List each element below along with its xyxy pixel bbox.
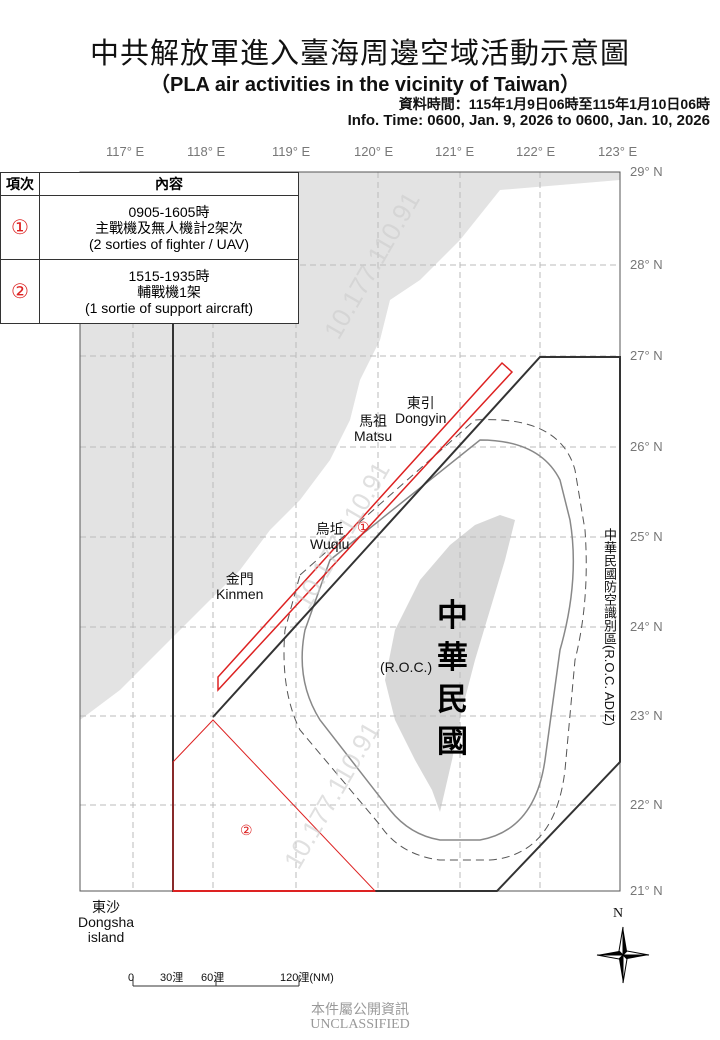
lat-label: 29° N	[630, 164, 663, 179]
lon-label: 122° E	[516, 144, 556, 159]
place-dongsha: 東沙 Dongsha island	[78, 899, 135, 945]
place-kinmen: 金門 Kinmen	[216, 571, 264, 602]
lon-label: 120° E	[354, 144, 394, 159]
lon-label: 117° E	[106, 144, 145, 159]
scale-label: 0	[128, 972, 135, 984]
table-row: ① 0905-1605時 主戰機及無人機計2架次 (2 sorties of figh…	[0, 195, 299, 260]
row-desc-zh: 輔戰機1架	[137, 283, 201, 300]
lon-label: 118° E	[187, 144, 226, 159]
place-matsu: 馬祖 Matsu	[354, 413, 393, 444]
scale-label: 60浬	[201, 972, 225, 984]
lon-label: 121° E	[435, 144, 475, 159]
lon-label: 123° E	[598, 144, 638, 159]
header-content: 內容	[39, 172, 299, 196]
footer-en: UNCLASSIFIED	[310, 1017, 410, 1032]
row-desc-zh: 主戰機及無人機計2架次	[95, 219, 243, 236]
roc-label-zh: 中華民國	[437, 598, 468, 760]
row-marker: ①	[0, 195, 40, 260]
zone-marker-1: ①	[357, 519, 370, 535]
lat-label: 24° N	[630, 619, 663, 634]
row-marker: ②	[0, 259, 40, 324]
footer-zh: 本件屬公開資訊	[311, 1003, 409, 1018]
lat-label: 23° N	[630, 708, 663, 723]
place-wuqiu: 烏坵 Wuqiu	[310, 521, 350, 552]
table-row: ② 1515-1935時 輔戰機1架 (1 sortie of support air…	[0, 259, 299, 324]
lat-label: 22° N	[630, 797, 663, 812]
lat-label: 21° N	[630, 883, 663, 898]
info-time-en: Info. Time: 0600, Jan. 9, 2026 to 0600, …	[347, 112, 710, 129]
activity-table: 項次 內容 ① 0905-1605時 主戰機及無人機計2架次 (2 sorties of…	[0, 172, 299, 324]
row-time: 1515-1935時	[128, 267, 210, 284]
lat-label: 28° N	[630, 257, 663, 272]
info-time-zh: 資料時間：115年1月9日06時至115年1月10日06時	[398, 96, 710, 112]
lat-label: 27° N	[630, 348, 663, 363]
zone-marker-2: ②	[240, 822, 253, 838]
lon-label: 119° E	[272, 144, 311, 159]
contour-dashed	[283, 419, 587, 861]
activity-zone-1	[217, 361, 514, 692]
contour-solid	[301, 439, 575, 841]
row-desc-en: (1 sortie of support aircraft)	[84, 299, 254, 316]
taiwan-island	[385, 515, 515, 812]
lat-label: 26° N	[630, 439, 663, 454]
roc-label-en: (R.O.C.)	[380, 659, 433, 675]
scale-bar	[132, 976, 300, 987]
scale-label: 120浬(NM)	[280, 972, 334, 984]
compass-rose-icon	[596, 926, 650, 984]
compass-north-label: N	[613, 906, 624, 921]
header-item: 項次	[0, 172, 40, 196]
title-en: （PLA air activities in the vicinity of T…	[150, 74, 581, 96]
row-desc-en: (2 sorties of fighter / UAV)	[88, 235, 249, 252]
lat-label: 25° N	[630, 529, 663, 544]
scale-label: 30浬	[160, 972, 184, 984]
row-time: 0905-1605時	[128, 203, 210, 220]
adiz-label: 中華民國防空識別區(R.O.C. ADIZ)	[602, 528, 617, 726]
place-dongyin: 東引 Dongyin	[395, 395, 447, 426]
title-zh: 中共解放軍進入臺海周邊空域活動示意圖	[89, 36, 630, 70]
